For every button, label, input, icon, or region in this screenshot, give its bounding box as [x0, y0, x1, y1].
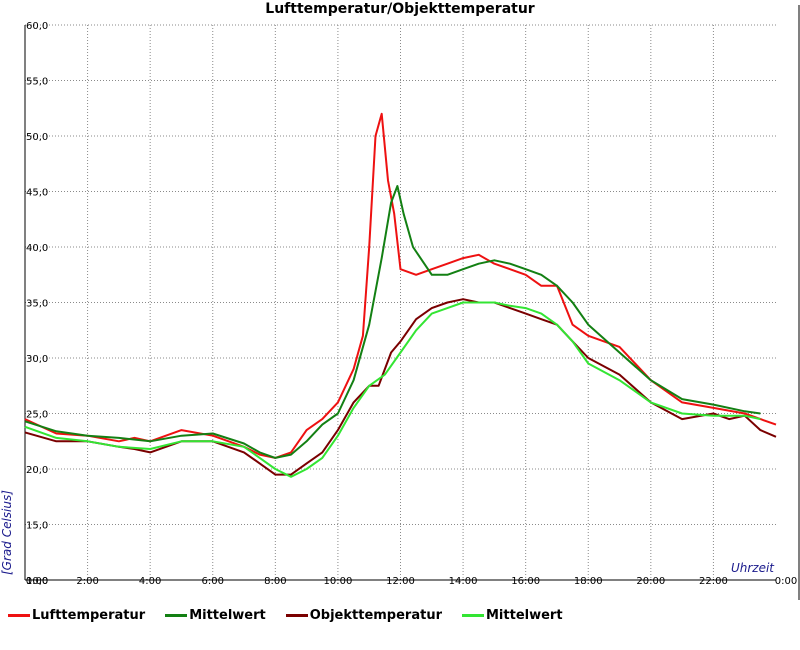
legend-item: Lufttemperatur [8, 608, 145, 623]
x-tick-label: 14:00 [449, 576, 478, 587]
y-tick-label: 10,0 [26, 576, 48, 587]
y-tick-label: 30,0 [26, 354, 48, 365]
legend-swatch [285, 614, 308, 617]
x-tick-label: 18:00 [574, 576, 603, 587]
legend-label: Lufttemperatur [32, 608, 146, 623]
y-tick-label: 45,0 [26, 188, 48, 199]
legend-label: Mittelwert [486, 608, 563, 623]
y-tick-label: 20,0 [26, 465, 48, 476]
tick-labels: 10,0 15,0 20,0 25,0 30,0 35,0 40,0 45,0 50,0 55,0… [26, 21, 797, 587]
y-tick-label: 40,0 [26, 243, 48, 254]
x-tick-label: 2:00 [76, 576, 98, 587]
axes [24, 5, 800, 600]
x-tick-label: 20:00 [636, 576, 665, 587]
y-tick-label: 60,0 [26, 21, 48, 32]
x-tick-label: 0:00 [26, 576, 48, 587]
y-tick-label: 55,0 [26, 77, 48, 88]
legend-item: Mittelwert [165, 608, 266, 623]
y-tick-label: 35,0 [26, 299, 48, 310]
x-tick-label: 0:00 [775, 576, 797, 587]
x-tick-label: 16:00 [511, 576, 540, 587]
legend-swatch [165, 614, 188, 617]
grid [25, 24, 776, 580]
chart-title: Lufttemperatur/Objekttemperatur [265, 1, 535, 17]
y-tick-label: 15,0 [26, 521, 48, 532]
legend-swatch [462, 614, 484, 617]
y-tick-label: 25,0 [26, 410, 48, 421]
x-tick-label: 8:00 [264, 576, 286, 587]
x-tick-label: 12:00 [386, 576, 415, 587]
series-line-4 [24, 301, 761, 478]
x-tick-label: 4:00 [139, 576, 161, 587]
x-tick-label: 22:00 [699, 576, 728, 587]
series-line-2 [24, 185, 761, 459]
legend-swatch [8, 614, 30, 617]
x-axis-title: Uhrzeit [731, 561, 775, 575]
series-lines [24, 112, 777, 478]
x-tick-label: 10:00 [324, 576, 353, 587]
legend-item: Mittelwert [462, 608, 563, 623]
legend-label: Objekttemperatur [309, 608, 442, 623]
legend-item: Objekttemperatur [285, 608, 442, 623]
x-tick-label: 6:00 [202, 576, 224, 587]
legend: Lufttemperatur Mittelwert Objekttemperatur… [8, 608, 563, 623]
legend-label: Mittelwert [189, 608, 266, 623]
y-axis-title: [Grad Celsius] [0, 490, 14, 575]
y-tick-label: 50,0 [26, 132, 48, 143]
